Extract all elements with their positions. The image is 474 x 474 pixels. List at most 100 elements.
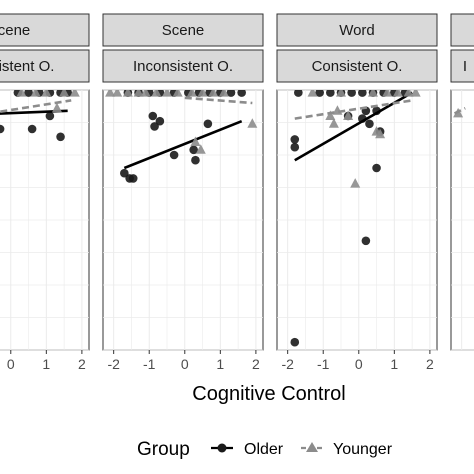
point-younger xyxy=(218,90,229,97)
point-younger xyxy=(382,90,393,97)
point-younger xyxy=(392,90,403,97)
facet-strip-bottom-label: Inconsistent O. xyxy=(133,58,233,75)
point-older xyxy=(294,90,303,97)
x-tick-label: -2 xyxy=(281,356,294,372)
point-younger xyxy=(350,178,361,188)
point-younger xyxy=(375,128,386,139)
point-younger xyxy=(59,90,70,97)
point-younger xyxy=(336,90,346,97)
point-younger xyxy=(208,90,219,97)
fit-line-older xyxy=(123,119,243,170)
point-older xyxy=(27,124,37,134)
point-older xyxy=(24,90,33,97)
point-older xyxy=(189,145,198,155)
point-younger xyxy=(403,90,414,97)
facet-strip-bottom-label: Consistent O. xyxy=(312,58,403,75)
point-younger xyxy=(410,90,421,97)
facet-strip-bottom xyxy=(450,49,474,83)
x-tick-label: -1 xyxy=(143,356,156,372)
panels: Scene Consistent O. 0 1 2 Scene Inconsistent O… xyxy=(0,13,474,372)
point-older xyxy=(120,168,129,178)
point-younger xyxy=(197,90,208,97)
point-younger xyxy=(247,118,258,128)
point-younger xyxy=(195,144,206,154)
facet-strip-bottom-label: I xyxy=(463,58,467,75)
fit-line-younger xyxy=(0,99,72,114)
legend-key-younger-point xyxy=(306,442,318,452)
point-younger xyxy=(41,90,52,97)
point-younger xyxy=(307,90,318,97)
panel-4: I xyxy=(450,13,474,351)
point-younger xyxy=(105,90,116,97)
point-older xyxy=(290,135,300,144)
x-tick-label: -2 xyxy=(107,356,120,372)
point-younger xyxy=(368,90,378,97)
facet-strip-top xyxy=(276,13,438,47)
point-older xyxy=(290,142,300,152)
legend-label-younger: Younger xyxy=(333,441,393,458)
panel-2: Scene Inconsistent O. -2 -1 0 1 2 xyxy=(102,13,264,372)
point-younger xyxy=(162,90,172,97)
point-younger xyxy=(30,90,41,97)
legend-key-older-point xyxy=(217,443,227,453)
panel-marks xyxy=(105,90,258,183)
point-younger xyxy=(172,90,183,97)
fit-line-younger xyxy=(184,96,253,105)
point-younger xyxy=(151,90,162,97)
point-older xyxy=(128,174,138,183)
point-older xyxy=(372,163,381,173)
point-younger xyxy=(328,118,339,128)
x-tick-label: 2 xyxy=(78,356,86,372)
x-tick-label: 0 xyxy=(355,356,363,372)
point-younger xyxy=(16,90,27,97)
panel-marks xyxy=(0,90,80,142)
x-tick-label: 2 xyxy=(426,356,434,372)
legend-label-older: Older xyxy=(244,441,284,458)
fit-line-older xyxy=(0,109,68,115)
x-tick-label: 0 xyxy=(181,356,189,372)
x-tick-label: 2 xyxy=(252,356,260,372)
facet-strip-top xyxy=(0,13,90,47)
point-younger xyxy=(122,90,133,97)
facet-strip-bottom xyxy=(276,49,438,83)
point-older xyxy=(56,132,65,142)
panel-marks xyxy=(290,90,421,347)
facet-strip-bottom xyxy=(102,49,264,83)
point-older xyxy=(148,111,158,121)
x-tick-label: 1 xyxy=(390,356,398,372)
point-older xyxy=(191,155,200,165)
facet-strip-top-label: Word xyxy=(339,22,375,39)
x-axis-title: Cognitive Control xyxy=(192,383,345,405)
point-older xyxy=(237,90,246,97)
facet-strip-top xyxy=(102,13,264,47)
point-younger xyxy=(112,90,123,97)
panel-3: Word Consistent O. -2 -1 0 1 2 xyxy=(276,13,438,372)
point-older xyxy=(365,119,374,129)
point-older xyxy=(150,122,159,131)
point-older xyxy=(326,90,335,97)
legend: Group Older Younger xyxy=(137,439,393,460)
point-younger xyxy=(343,110,354,120)
facet-strip-top-label: Scene xyxy=(162,22,205,39)
x-tick-label: -1 xyxy=(317,356,330,372)
point-younger xyxy=(69,90,80,97)
point-older xyxy=(45,111,55,121)
x-tick-label: 1 xyxy=(42,356,50,372)
point-younger xyxy=(190,136,201,146)
fit-line-younger xyxy=(294,99,413,120)
facet-strip-bottom xyxy=(0,49,90,83)
legend-title: Group xyxy=(137,439,190,460)
x-tick-label: 0 xyxy=(7,356,15,372)
fit-line-younger xyxy=(453,107,466,115)
panel-marks xyxy=(453,107,466,118)
point-younger xyxy=(133,90,144,97)
fit-line-older xyxy=(294,91,413,162)
point-older xyxy=(290,337,300,347)
facet-strip-bottom-label: Consistent O. xyxy=(0,58,54,75)
point-older xyxy=(358,90,367,97)
point-older xyxy=(169,150,179,160)
point-older xyxy=(155,116,165,126)
point-older xyxy=(361,236,371,246)
facet-strip-top xyxy=(450,13,474,47)
